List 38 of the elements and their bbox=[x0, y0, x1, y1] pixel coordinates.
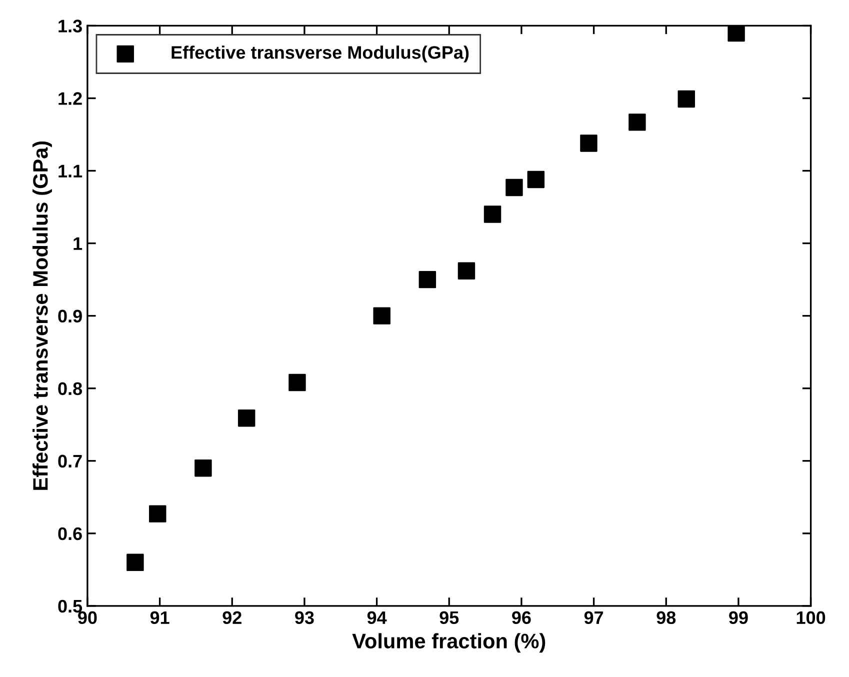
point bbox=[418, 270, 436, 288]
point bbox=[527, 170, 545, 188]
x-tick-label: 98 bbox=[656, 611, 676, 624]
x-tick-label: 95 bbox=[440, 611, 459, 624]
legend-label: Effective transverse Modulus(GPa) bbox=[172, 46, 469, 62]
point bbox=[126, 554, 144, 572]
y-tick-label: 1.2 bbox=[58, 92, 82, 105]
y-tick-label: 0.9 bbox=[58, 310, 82, 323]
y-tick-label: 1.1 bbox=[58, 164, 82, 178]
y-tick-label: 1 bbox=[74, 237, 82, 250]
y-tick-label: 0.6 bbox=[58, 527, 82, 540]
x-tick-label: 96 bbox=[512, 611, 531, 624]
y-tick-label: 0.5 bbox=[58, 600, 82, 613]
y-tick-label: 1.3 bbox=[58, 20, 82, 32]
x-tick-label: 97 bbox=[584, 611, 604, 624]
point bbox=[484, 206, 502, 223]
point bbox=[288, 374, 306, 392]
point bbox=[728, 26, 745, 42]
x-tick-label: 100 bbox=[796, 611, 826, 624]
point bbox=[194, 460, 212, 477]
x-tick-label: 93 bbox=[295, 611, 314, 624]
point bbox=[580, 134, 598, 152]
point bbox=[458, 262, 476, 280]
point bbox=[678, 90, 695, 108]
x-tick-label: 90 bbox=[78, 611, 97, 624]
point bbox=[373, 307, 390, 324]
y-axis-title: Effective transverse Modulus (GPa) bbox=[32, 141, 52, 490]
point bbox=[628, 114, 646, 131]
x-tick-label: 91 bbox=[150, 611, 170, 624]
x-tick-label: 99 bbox=[729, 611, 748, 624]
point bbox=[506, 178, 523, 196]
x-axis-title: Volume fraction (%) bbox=[352, 633, 546, 653]
point bbox=[238, 409, 256, 427]
x-tick-label: 92 bbox=[222, 611, 242, 624]
y-tick-label: 0.8 bbox=[58, 382, 82, 396]
x-tick-label: 94 bbox=[367, 611, 387, 624]
y-tick-label: 0.7 bbox=[58, 454, 82, 468]
point bbox=[149, 505, 166, 522]
